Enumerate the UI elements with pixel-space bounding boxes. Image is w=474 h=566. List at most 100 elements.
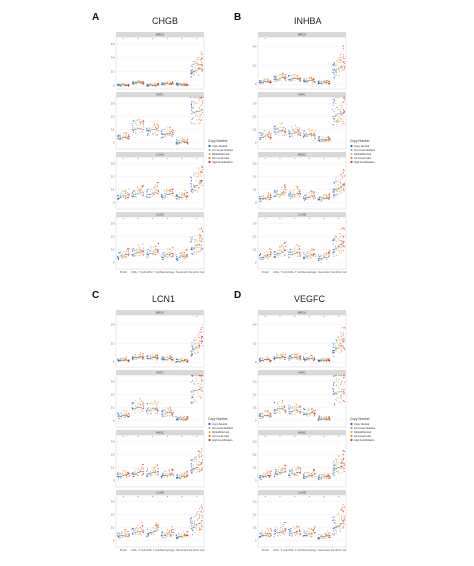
data-point <box>309 414 311 417</box>
data-point <box>294 125 297 127</box>
data-point <box>135 251 137 253</box>
data-point <box>267 528 269 530</box>
data-point <box>328 194 330 196</box>
data-point <box>299 412 301 414</box>
data-point <box>200 469 202 471</box>
data-point <box>122 536 124 538</box>
y-tick-label: 0.2 <box>111 234 115 238</box>
data-point <box>163 477 165 479</box>
data-point <box>117 412 119 414</box>
data-point <box>180 142 182 144</box>
data-point <box>198 470 200 472</box>
data-point <box>151 84 153 86</box>
data-point <box>280 79 282 81</box>
data-point <box>156 464 158 466</box>
data-point <box>197 250 199 252</box>
data-point <box>276 77 278 79</box>
data-point <box>201 165 203 167</box>
data-point <box>302 476 305 478</box>
data-point <box>291 470 293 472</box>
data-point <box>195 400 197 402</box>
data-point <box>142 243 144 245</box>
data-point <box>154 470 156 472</box>
y-tick-label: 0.2 <box>253 452 257 456</box>
data-point <box>157 413 159 415</box>
data-point <box>292 73 294 75</box>
data-point <box>197 351 199 353</box>
data-point <box>199 457 201 459</box>
data-point <box>308 529 310 531</box>
y-tick-label: 0.6 <box>111 42 115 46</box>
data-point <box>140 189 142 191</box>
data-point <box>179 83 181 85</box>
data-point <box>290 251 292 253</box>
data-point <box>282 402 284 404</box>
data-point <box>298 191 300 193</box>
facet-strip <box>116 92 204 97</box>
data-point <box>296 186 298 188</box>
data-point <box>317 419 319 421</box>
data-point <box>300 468 302 470</box>
data-point <box>200 328 202 330</box>
data-point <box>124 132 126 134</box>
data-point <box>154 401 156 403</box>
data-point <box>296 255 299 257</box>
data-point <box>341 113 343 115</box>
data-point <box>310 249 312 251</box>
data-point <box>198 375 200 377</box>
data-point <box>323 253 326 255</box>
data-point <box>277 535 279 537</box>
data-point <box>340 183 342 185</box>
data-point <box>295 185 297 187</box>
data-point <box>192 349 194 351</box>
data-point <box>139 527 141 529</box>
data-point <box>306 256 308 258</box>
y-tick-label: 0.1 <box>111 187 115 191</box>
data-point <box>291 528 293 530</box>
data-point <box>135 354 137 356</box>
data-point <box>198 123 200 125</box>
data-point <box>201 515 203 517</box>
data-point <box>191 107 193 109</box>
data-point <box>292 80 294 82</box>
significance-star: * <box>279 495 281 499</box>
data-point <box>122 252 124 254</box>
significance-star: * <box>152 37 154 41</box>
facet-plot-area <box>257 314 347 368</box>
data-point <box>157 410 159 412</box>
data-point <box>297 75 299 77</box>
data-point <box>304 257 306 260</box>
data-point <box>119 358 121 360</box>
data-point <box>338 75 340 77</box>
data-point <box>343 57 345 59</box>
data-point <box>281 186 283 189</box>
data-point <box>340 462 342 464</box>
data-point <box>268 136 270 138</box>
significance-star: * <box>181 217 183 221</box>
data-point <box>199 100 201 102</box>
legend-swatch <box>350 156 353 160</box>
data-point <box>260 80 262 82</box>
data-point <box>178 142 180 144</box>
data-point <box>184 535 186 537</box>
data-point <box>296 355 299 357</box>
data-point <box>284 249 286 251</box>
data-point <box>168 407 170 410</box>
data-point <box>313 196 315 198</box>
data-point <box>288 408 290 410</box>
data-point <box>296 467 298 469</box>
data-point <box>198 99 200 101</box>
data-point <box>198 331 200 333</box>
y-tick-label: 0.2 <box>111 452 115 456</box>
data-point <box>190 459 192 461</box>
data-point <box>326 257 328 259</box>
data-point <box>119 537 121 539</box>
data-point <box>125 132 127 134</box>
data-point <box>117 358 119 361</box>
data-point <box>183 256 185 258</box>
data-point <box>151 187 153 189</box>
data-point <box>334 190 336 192</box>
data-point <box>190 185 192 187</box>
data-point <box>181 253 183 255</box>
